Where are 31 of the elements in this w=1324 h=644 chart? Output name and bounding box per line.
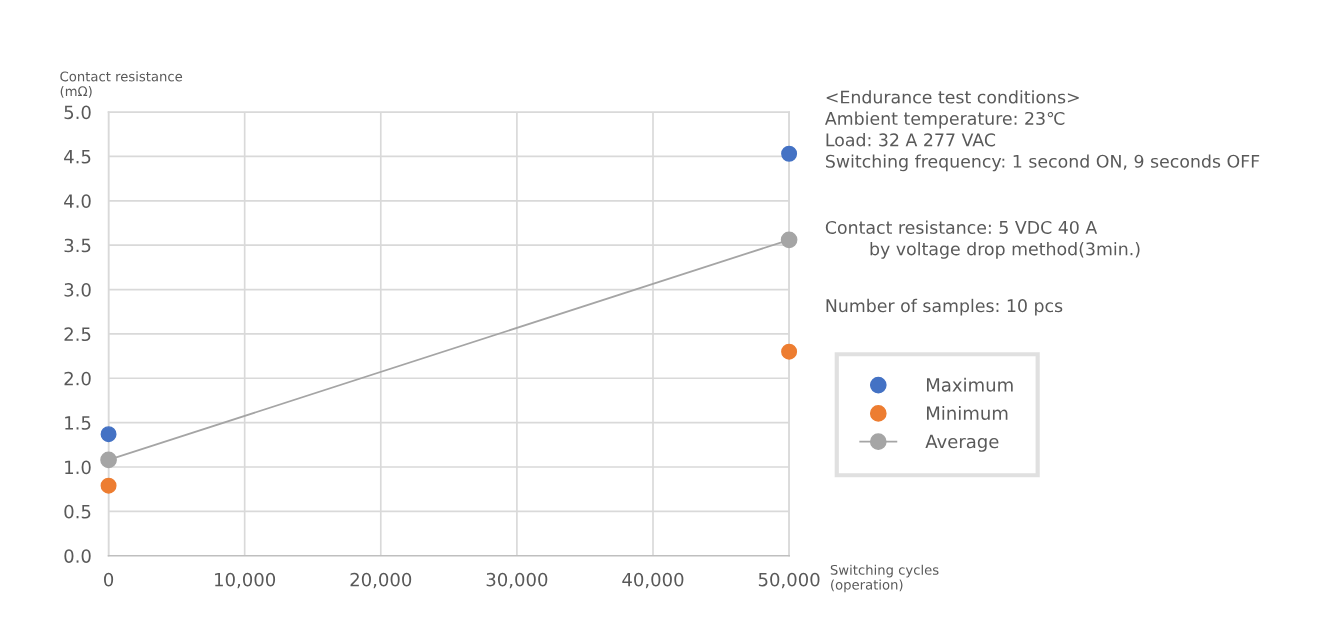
point [781, 343, 798, 360]
point [780, 231, 798, 249]
y-tick-label: 1.0 [65, 460, 91, 475]
y-tick-label: 0.5 [64, 504, 91, 519]
x-tick-label: 0 [104, 572, 114, 587]
text: Contact resistance: 5 VDC 40 A by voltage drop method(3min.) [825, 220, 1140, 259]
y-tick-label: 2.0 [64, 371, 91, 386]
x-tick-label: 10,000 [215, 572, 276, 589]
legend-label: Minimum [927, 406, 1008, 420]
text: Number of samples: 10 pcs [826, 298, 1063, 316]
x-tick-label: 40,000 [622, 572, 684, 589]
point [100, 451, 117, 469]
y-tick-label: 2.5 [64, 327, 91, 342]
y-tick-label: 3.0 [64, 283, 91, 297]
text: <Endurance test conditions> Ambient temperature: 23℃ Load: 32 A 277 VAC Switching frequency: 1 second ON, 9 seconds OFF [824, 90, 1260, 172]
point [100, 426, 117, 443]
y-axis-title: Contact resistance (mΩ) [60, 71, 183, 98]
y-tick-label: 0.0 [64, 549, 91, 563]
y-tick-label: 1.5 [65, 416, 91, 430]
legend-label: Maximum [927, 377, 1013, 392]
y-tick-label: 3.5 [64, 238, 91, 253]
y-tick-label: 5.0 [64, 105, 91, 120]
x-tick-label: 50,000 [758, 572, 820, 589]
legend-label: Average [925, 434, 999, 452]
x-tick-label: 30,000 [486, 572, 548, 589]
x-tick-label: 20,000 [350, 572, 412, 589]
point [781, 145, 798, 162]
y-tick-label: 4.5 [64, 150, 91, 164]
x-axis-title: Switching cycles (operation) [830, 564, 939, 593]
y-tick-label: 4.0 [64, 194, 91, 208]
point [100, 477, 117, 494]
